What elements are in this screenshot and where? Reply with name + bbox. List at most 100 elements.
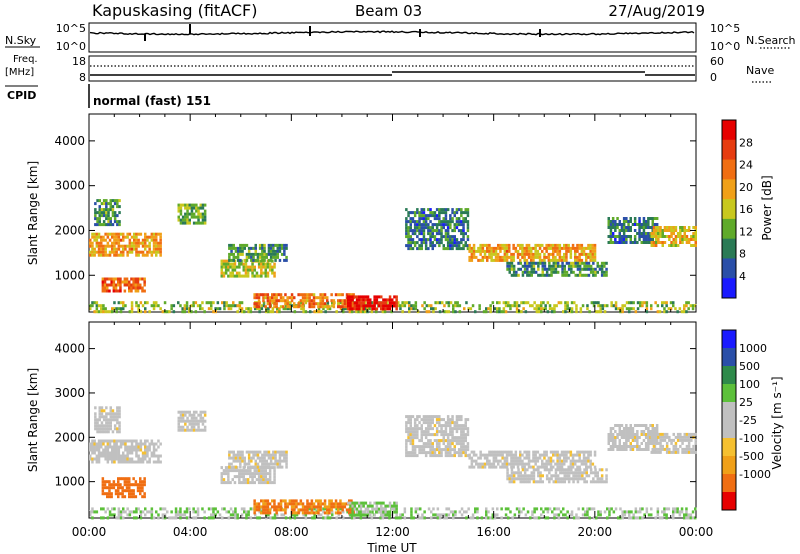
velocity-cell bbox=[124, 445, 127, 449]
power-cell bbox=[512, 270, 516, 274]
velocity-cell bbox=[562, 507, 565, 511]
velocity-cell bbox=[453, 424, 456, 428]
power-cell bbox=[552, 249, 555, 253]
power-cell bbox=[119, 280, 122, 284]
power-cell bbox=[607, 223, 610, 226]
velocity-cell bbox=[674, 450, 678, 454]
velocity-cell bbox=[194, 516, 198, 520]
power-cell bbox=[115, 253, 118, 257]
velocity-cell bbox=[103, 483, 107, 487]
velocity-cell bbox=[285, 465, 288, 469]
power-cell bbox=[111, 244, 114, 248]
power-cell bbox=[611, 226, 615, 229]
power-cell bbox=[552, 258, 555, 262]
power-cell bbox=[170, 304, 173, 308]
power-cell bbox=[96, 220, 99, 224]
velocity-cell bbox=[253, 472, 256, 476]
velocity-cell bbox=[343, 505, 347, 509]
power-cell bbox=[694, 226, 697, 229]
power-cell bbox=[107, 202, 110, 206]
power-cell bbox=[382, 307, 385, 311]
velocity-cell bbox=[685, 444, 689, 448]
velocity-cell bbox=[351, 501, 354, 505]
velocity-cell bbox=[273, 513, 277, 517]
velocity-cell bbox=[582, 450, 586, 454]
power-cell bbox=[659, 226, 662, 229]
power-cell bbox=[569, 255, 573, 259]
power-cell bbox=[343, 299, 347, 303]
velocity-cell bbox=[256, 462, 260, 466]
velocity-cell bbox=[199, 410, 202, 414]
power-cell bbox=[408, 304, 411, 308]
power-cell bbox=[553, 310, 556, 314]
velocity-cell bbox=[263, 459, 266, 463]
velocity-cell bbox=[409, 427, 412, 431]
velocity-cell bbox=[250, 456, 253, 460]
velocity-cell bbox=[358, 504, 361, 508]
velocity-cell bbox=[665, 513, 668, 517]
power-cell bbox=[661, 241, 664, 244]
velocity-cell bbox=[250, 459, 253, 463]
velocity-cell bbox=[654, 450, 658, 454]
power-cell bbox=[534, 255, 537, 259]
velocity-cell bbox=[319, 499, 322, 503]
power-cell bbox=[397, 304, 400, 308]
velocity-cell bbox=[128, 480, 131, 484]
velocity-cell bbox=[622, 448, 626, 451]
power-cell bbox=[683, 235, 686, 238]
velocity-cell bbox=[319, 508, 322, 512]
power-cell bbox=[416, 220, 419, 224]
velocity-cell bbox=[611, 433, 615, 436]
velocity-cell bbox=[532, 456, 535, 460]
velocity-cell bbox=[350, 499, 353, 503]
velocity-cell bbox=[362, 504, 365, 508]
power-cell bbox=[600, 270, 604, 274]
velocity-cell bbox=[567, 480, 571, 484]
power-cell bbox=[418, 214, 421, 218]
velocity-cell bbox=[155, 442, 158, 446]
power-cell bbox=[647, 217, 650, 220]
power-cell bbox=[362, 304, 365, 308]
power-cell bbox=[470, 246, 474, 250]
velocity-cell bbox=[636, 430, 639, 433]
velocity-cell bbox=[104, 439, 107, 443]
velocity-cell bbox=[141, 451, 145, 455]
power-cell bbox=[625, 217, 628, 220]
power-cell bbox=[273, 296, 276, 300]
power-cell bbox=[203, 310, 206, 314]
velocity-cell bbox=[654, 438, 658, 442]
power-cell bbox=[422, 214, 426, 218]
velocity-cell bbox=[299, 499, 303, 503]
velocity-cell bbox=[391, 504, 394, 508]
power-cell bbox=[188, 310, 191, 314]
velocity-cell bbox=[475, 459, 478, 463]
power-cell bbox=[449, 241, 452, 245]
power-cell bbox=[181, 218, 185, 222]
power-cell bbox=[512, 255, 515, 259]
velocity-cell bbox=[622, 427, 626, 430]
velocity-cell bbox=[523, 462, 526, 466]
power-cell bbox=[106, 244, 110, 248]
power-cell bbox=[444, 229, 448, 233]
power-cell bbox=[422, 241, 426, 245]
power-cell bbox=[319, 293, 322, 297]
velocity-cell bbox=[121, 486, 124, 490]
velocity-cell bbox=[550, 477, 553, 481]
power-cell bbox=[152, 235, 156, 239]
power-cell bbox=[105, 214, 108, 218]
velocity-cell bbox=[279, 505, 283, 509]
power-cell bbox=[561, 261, 564, 265]
velocity-cell bbox=[411, 445, 415, 449]
power-cell bbox=[458, 310, 462, 314]
velocity-cell bbox=[655, 430, 659, 433]
power-cell bbox=[630, 301, 633, 305]
velocity-cell bbox=[497, 462, 500, 466]
velocity-cell bbox=[433, 454, 437, 458]
power-cell bbox=[556, 261, 560, 265]
power-cell bbox=[386, 298, 390, 302]
velocity-ytick-label: 2000 bbox=[54, 430, 85, 444]
power-cell bbox=[537, 307, 541, 311]
power-cell bbox=[312, 305, 316, 309]
